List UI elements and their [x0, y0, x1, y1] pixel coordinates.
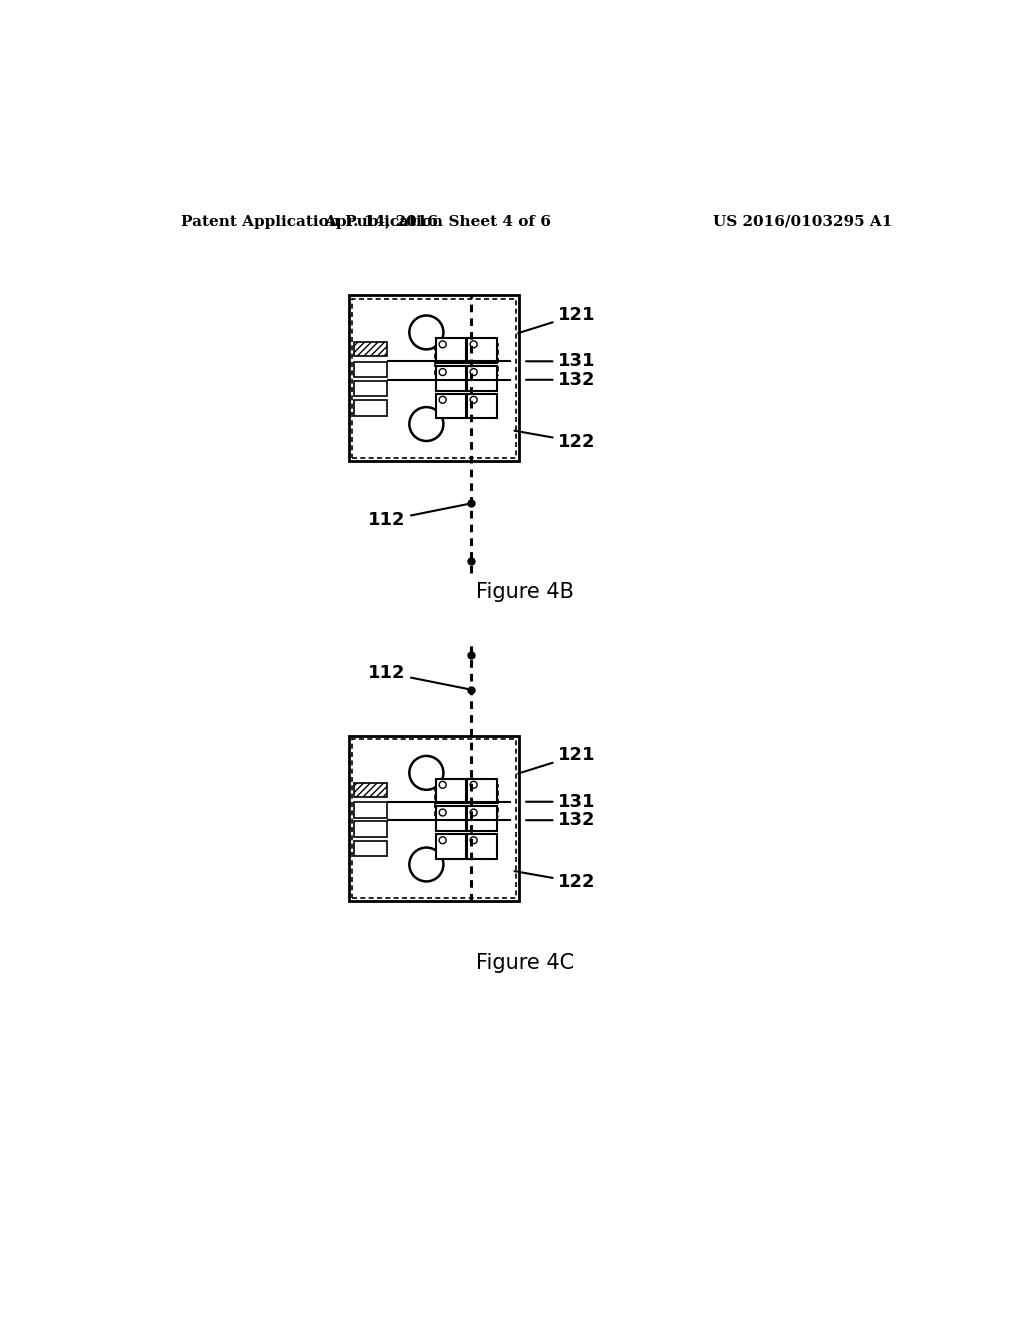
Ellipse shape — [470, 368, 477, 376]
Bar — [467, 807, 497, 832]
Bar — [354, 821, 387, 837]
Text: 131: 131 — [526, 352, 596, 371]
Bar — [354, 803, 387, 817]
Bar — [354, 381, 387, 396]
Text: Figure 4B: Figure 4B — [476, 582, 573, 602]
Text: 132: 132 — [526, 812, 596, 829]
Bar — [354, 400, 387, 416]
Bar — [435, 345, 499, 375]
Bar — [349, 737, 519, 902]
Ellipse shape — [439, 341, 446, 348]
Bar — [354, 841, 387, 857]
Ellipse shape — [439, 396, 446, 404]
Bar — [352, 739, 516, 899]
Ellipse shape — [439, 781, 446, 788]
Ellipse shape — [470, 396, 477, 404]
Ellipse shape — [410, 407, 443, 441]
Ellipse shape — [410, 847, 443, 882]
Text: Apr. 14, 2016  Sheet 4 of 6: Apr. 14, 2016 Sheet 4 of 6 — [325, 215, 552, 228]
Bar — [467, 366, 497, 391]
Bar — [436, 366, 466, 391]
Ellipse shape — [410, 756, 443, 789]
Text: 121: 121 — [518, 746, 596, 774]
Text: 122: 122 — [514, 871, 596, 891]
Text: Figure 4C: Figure 4C — [476, 953, 573, 973]
Bar — [354, 362, 387, 378]
Ellipse shape — [470, 837, 477, 843]
Bar — [467, 779, 497, 804]
Ellipse shape — [470, 809, 477, 816]
Bar — [436, 393, 466, 418]
Bar — [436, 834, 466, 859]
Text: 132: 132 — [526, 371, 596, 389]
Ellipse shape — [439, 837, 446, 843]
Bar — [467, 834, 497, 859]
Bar — [435, 785, 499, 816]
Bar — [467, 393, 497, 418]
Ellipse shape — [470, 341, 477, 348]
Bar — [436, 338, 466, 363]
Text: 121: 121 — [518, 306, 596, 333]
Bar — [436, 779, 466, 804]
Ellipse shape — [470, 781, 477, 788]
Bar — [354, 342, 387, 356]
Bar — [467, 338, 497, 363]
Bar — [349, 296, 519, 461]
Text: US 2016/0103295 A1: US 2016/0103295 A1 — [713, 215, 893, 228]
Ellipse shape — [439, 809, 446, 816]
Bar — [436, 807, 466, 832]
Bar — [354, 783, 387, 797]
Ellipse shape — [439, 368, 446, 376]
Bar — [352, 298, 516, 458]
Text: 112: 112 — [368, 504, 469, 529]
Ellipse shape — [410, 315, 443, 350]
Text: 122: 122 — [514, 430, 596, 450]
Text: 112: 112 — [368, 664, 469, 689]
Text: Patent Application Publication: Patent Application Publication — [180, 215, 442, 228]
Text: 131: 131 — [526, 793, 596, 810]
